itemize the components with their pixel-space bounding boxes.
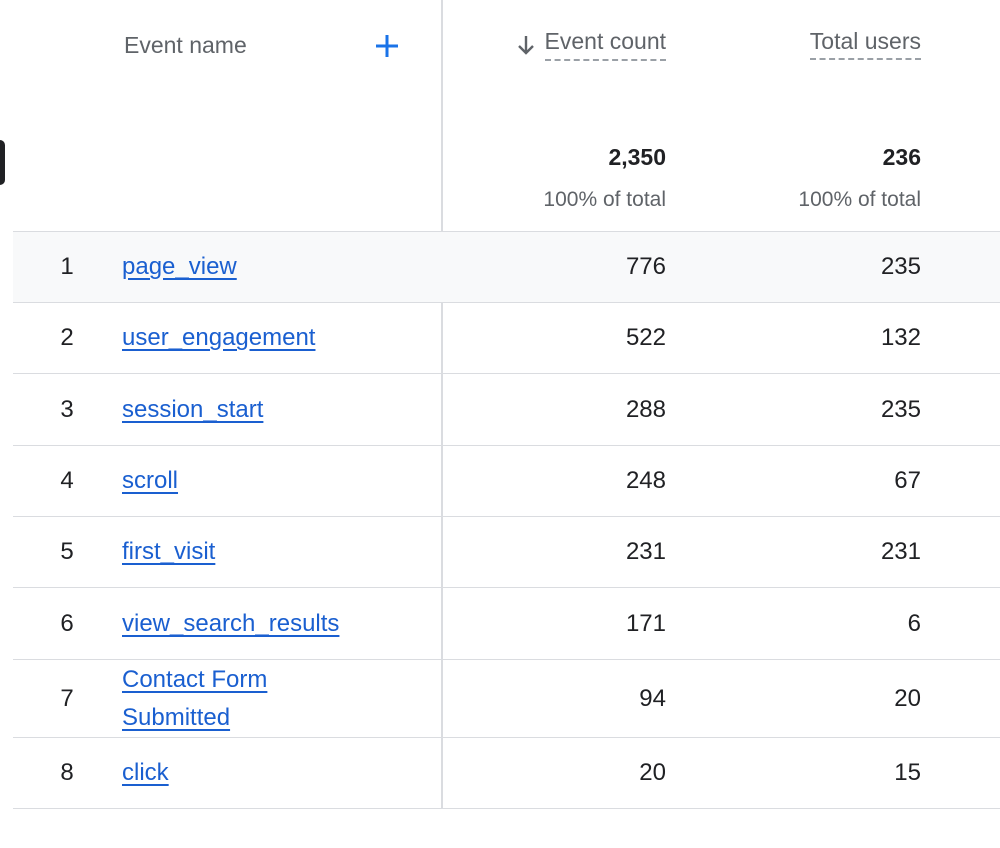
event-name-cell: scroll bbox=[122, 446, 332, 516]
row-rank: 6 bbox=[60, 609, 74, 637]
event-name-link[interactable]: click bbox=[122, 759, 169, 786]
event-count-cell: 776 bbox=[625, 253, 666, 280]
event-count-cell: 231 bbox=[625, 538, 666, 565]
total-users-cell: 235 bbox=[880, 253, 921, 280]
total-users-header[interactable]: Total users bbox=[809, 28, 921, 60]
event-name-cell: Contact Form Submitted bbox=[122, 660, 332, 737]
event-name-cell: page_view bbox=[122, 232, 332, 302]
event-name-link[interactable]: scroll bbox=[122, 467, 179, 494]
event-name-link[interactable]: session_start bbox=[122, 395, 264, 423]
table-row: 2 user_engagement 522 132 bbox=[13, 303, 1000, 374]
event-name-cell: click bbox=[122, 738, 332, 808]
total-users-cell: 67 bbox=[894, 467, 921, 494]
table-row: 4 scroll 248 67 bbox=[13, 446, 1000, 517]
event-name-link[interactable]: first_visit bbox=[122, 538, 216, 565]
row-rank: 5 bbox=[60, 538, 74, 565]
event-name-link[interactable]: Contact Form Submitted bbox=[122, 665, 268, 731]
totals-border bbox=[13, 231, 1000, 233]
event-count-cell: 94 bbox=[639, 684, 666, 712]
total-users-label: Total users bbox=[809, 28, 921, 60]
event-name-link[interactable]: user_engagement bbox=[122, 324, 316, 351]
event-name-cell: view_search_results bbox=[122, 588, 339, 659]
event-count-cell: 522 bbox=[625, 324, 666, 351]
event-count-label: Event count bbox=[544, 28, 666, 61]
row-rank: 4 bbox=[60, 467, 74, 494]
total-users-share: 100% of total bbox=[798, 188, 921, 211]
row-rank: 1 bbox=[60, 253, 74, 280]
total-event-count-share: 100% of total bbox=[543, 188, 666, 211]
event-name-header: Event name bbox=[124, 32, 247, 58]
table-row: 6 view_search_results 171 6 bbox=[13, 588, 1000, 660]
row-rank: 7 bbox=[60, 684, 74, 712]
table-row: 7 Contact Form Submitted 94 20 bbox=[13, 660, 1000, 738]
event-count-cell: 20 bbox=[639, 759, 666, 786]
table-row: 8 click 20 15 bbox=[13, 738, 1000, 809]
event-count-cell: 288 bbox=[625, 395, 666, 423]
event-count-header[interactable]: Event count bbox=[517, 28, 666, 61]
row-rank: 2 bbox=[60, 324, 74, 351]
sort-arrow bbox=[517, 35, 534, 55]
row-rank: 8 bbox=[60, 759, 74, 786]
event-name-link[interactable]: view_search_results bbox=[122, 609, 340, 637]
total-users-cell: 235 bbox=[880, 395, 921, 423]
total-users-cell: 20 bbox=[894, 684, 921, 712]
row-rank: 3 bbox=[60, 395, 74, 423]
add-dimension-icon[interactable] bbox=[374, 33, 400, 59]
total-event-count: 2,350 bbox=[608, 144, 666, 170]
total-users-cell: 6 bbox=[907, 609, 921, 637]
total-users: 236 bbox=[882, 144, 921, 170]
total-users-cell: 132 bbox=[880, 324, 921, 351]
event-name-cell: first_visit bbox=[122, 517, 332, 587]
total-users-cell: 15 bbox=[894, 759, 921, 786]
side-handle bbox=[0, 140, 5, 185]
table-row: 5 first_visit 231 231 bbox=[13, 517, 1000, 588]
total-users-cell: 231 bbox=[880, 538, 921, 565]
event-count-cell: 171 bbox=[625, 609, 666, 637]
event-count-cell: 248 bbox=[625, 467, 666, 494]
event-name-cell: session_start bbox=[122, 374, 332, 445]
column-divider bbox=[441, 0, 443, 809]
table-row: 1 page_view 776 235 bbox=[13, 232, 1000, 303]
table-row: 3 session_start 288 235 bbox=[13, 374, 1000, 446]
event-name-cell: user_engagement bbox=[122, 303, 332, 373]
event-name-link[interactable]: page_view bbox=[122, 253, 237, 280]
